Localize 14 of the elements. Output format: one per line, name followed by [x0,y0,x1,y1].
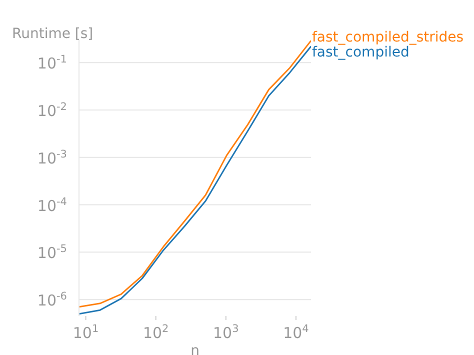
y-tick-label: 10$^{-6}$ [37,290,68,310]
y-axis-title: Runtime [s] [12,26,94,42]
series-label: fast_compiled_strides [312,30,464,46]
x-tick-label: 10$^{1}$ [72,323,99,342]
x-tick-label: 10$^{4}$ [283,323,310,342]
y-tick-label: 10$^{-5}$ [37,243,67,262]
x-tick-label: 10$^{2}$ [142,323,169,342]
y-tick-label: 10$^{-4}$ [37,196,68,215]
series-label: fast_compiled [312,44,410,60]
y-tick-label: 10$^{-3}$ [37,148,67,168]
y-tick-label: 10$^{-2}$ [37,101,67,120]
x-tick-label: 10$^{3}$ [213,323,239,342]
y-tick-label: 10$^{-1}$ [37,54,67,73]
x-axis-title: n [190,343,200,355]
